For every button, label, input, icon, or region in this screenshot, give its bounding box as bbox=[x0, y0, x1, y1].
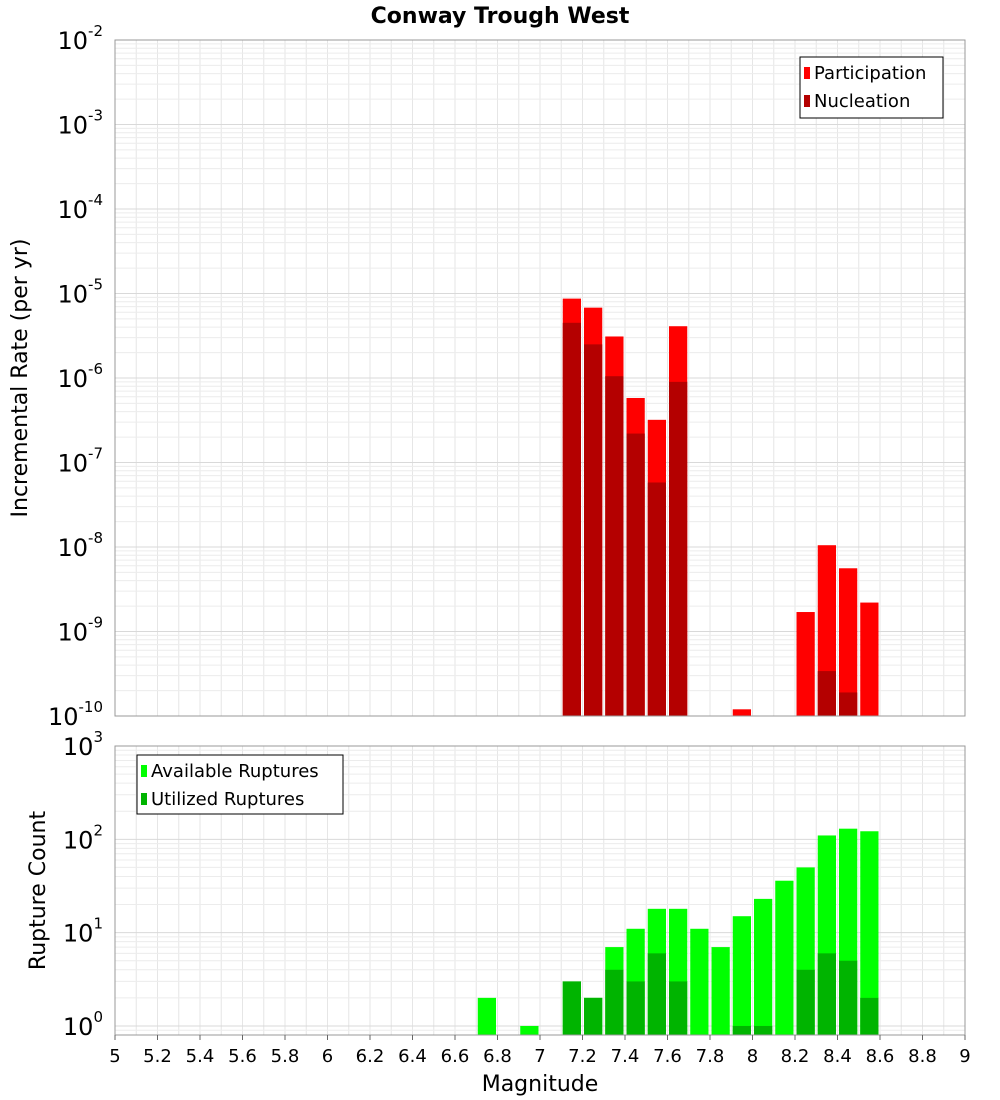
legend-label: Available Ruptures bbox=[151, 761, 319, 782]
bar bbox=[732, 1025, 751, 1035]
x-tick-label: 7.4 bbox=[611, 1046, 640, 1067]
y-tick-label: 10-2 bbox=[57, 22, 103, 55]
y-tick-label: 10-4 bbox=[57, 191, 103, 224]
x-tick-label: 7.2 bbox=[568, 1046, 597, 1067]
y-tick-label: 10-9 bbox=[57, 614, 103, 647]
bar bbox=[626, 981, 645, 1035]
legend-label: Nucleation bbox=[814, 91, 910, 112]
legend-swatch bbox=[141, 793, 147, 805]
legend-swatch bbox=[804, 95, 810, 107]
x-tick-label: 6.2 bbox=[356, 1046, 385, 1067]
bar bbox=[775, 880, 794, 1035]
bar bbox=[839, 568, 858, 716]
bar bbox=[520, 1025, 539, 1035]
bar bbox=[584, 344, 603, 716]
x-tick-label: 5.6 bbox=[228, 1046, 257, 1067]
legend-box bbox=[136, 754, 344, 815]
y-tick-label: 103 bbox=[63, 728, 103, 761]
bar bbox=[690, 928, 709, 1035]
x-tick-label: 7 bbox=[534, 1046, 545, 1067]
x-tick-label: 8.6 bbox=[866, 1046, 895, 1067]
bar bbox=[860, 831, 879, 1035]
x-tick-label: 7.6 bbox=[653, 1046, 682, 1067]
x-tick-label: 9 bbox=[959, 1046, 970, 1067]
bar bbox=[562, 322, 581, 716]
bar bbox=[605, 969, 624, 1035]
x-tick-label: 8.4 bbox=[823, 1046, 852, 1067]
y-tick-label: 10-8 bbox=[57, 529, 103, 562]
bar bbox=[839, 960, 858, 1035]
grid bbox=[114, 39, 966, 717]
x-axis-label: Magnitude bbox=[482, 1072, 599, 1097]
x-tick-label: 5.8 bbox=[271, 1046, 300, 1067]
y-tick-label: 100 bbox=[63, 1008, 103, 1041]
legend-label: Utilized Ruptures bbox=[151, 789, 304, 810]
bar bbox=[839, 692, 858, 716]
legend-swatch bbox=[141, 765, 147, 777]
legend-label: Participation bbox=[814, 63, 926, 84]
x-tick-label: 6 bbox=[322, 1046, 333, 1067]
legend-swatch bbox=[804, 67, 810, 79]
bar bbox=[817, 953, 836, 1035]
x-tick-label: 8 bbox=[747, 1046, 758, 1067]
bar bbox=[584, 997, 603, 1035]
bar bbox=[754, 898, 773, 1035]
bar bbox=[626, 433, 645, 716]
x-tick-label: 7.8 bbox=[696, 1046, 725, 1067]
bar bbox=[817, 671, 836, 716]
bar bbox=[605, 376, 624, 716]
y-tick-label: 102 bbox=[63, 821, 103, 854]
bar bbox=[860, 997, 879, 1035]
y-tick-label: 10-7 bbox=[57, 445, 103, 478]
y-axis-label: Rupture Count bbox=[26, 811, 51, 971]
bar bbox=[647, 953, 666, 1035]
bar bbox=[732, 916, 751, 1035]
legend: Available Ruptures Utilized Ruptures bbox=[136, 754, 344, 815]
x-tick-label: 6.6 bbox=[441, 1046, 470, 1067]
legend: Participation Nucleation bbox=[799, 56, 944, 119]
x-tick-label: 8.2 bbox=[781, 1046, 810, 1067]
x-tick-label: 5.4 bbox=[186, 1046, 215, 1067]
bar bbox=[669, 981, 688, 1035]
plot-panel-1: 10-2 10-3 10-4 10-5 10-6 10-7 10-8 10-9 10-10 Inc… bbox=[8, 22, 966, 731]
bar bbox=[860, 602, 879, 716]
bar bbox=[669, 381, 688, 716]
series-2 bbox=[562, 953, 879, 1035]
bar bbox=[647, 482, 666, 716]
x-tick-label: 5.2 bbox=[143, 1046, 172, 1067]
plot-frame bbox=[114, 39, 966, 717]
y-tick-label: 10-10 bbox=[48, 698, 103, 731]
chart-title: Conway Trough West bbox=[371, 4, 630, 29]
bar bbox=[711, 947, 730, 1035]
x-tick-label: 6.4 bbox=[398, 1046, 427, 1067]
bar bbox=[754, 1025, 773, 1035]
bar bbox=[732, 709, 751, 716]
y-tick-label: 10-6 bbox=[57, 360, 103, 393]
plot-panel-2: 103 102 101 100 Rupture Count 5 5.2 5.4 5.6 5.8 6 6… bbox=[26, 728, 971, 1097]
bar bbox=[796, 969, 815, 1035]
x-tick-label: 6.8 bbox=[483, 1046, 512, 1067]
y-tick-label: 101 bbox=[63, 915, 103, 948]
bar bbox=[796, 612, 815, 716]
x-tick-label: 5 bbox=[109, 1046, 120, 1067]
legend-box bbox=[799, 56, 944, 119]
y-tick-label: 10-5 bbox=[57, 276, 103, 309]
series-2 bbox=[562, 322, 858, 716]
x-tick-label: 8.8 bbox=[908, 1046, 937, 1067]
bar bbox=[562, 981, 581, 1035]
y-axis-label: Incremental Rate (per yr) bbox=[8, 239, 33, 518]
bar bbox=[477, 997, 496, 1035]
y-tick-label: 10-3 bbox=[57, 107, 103, 140]
